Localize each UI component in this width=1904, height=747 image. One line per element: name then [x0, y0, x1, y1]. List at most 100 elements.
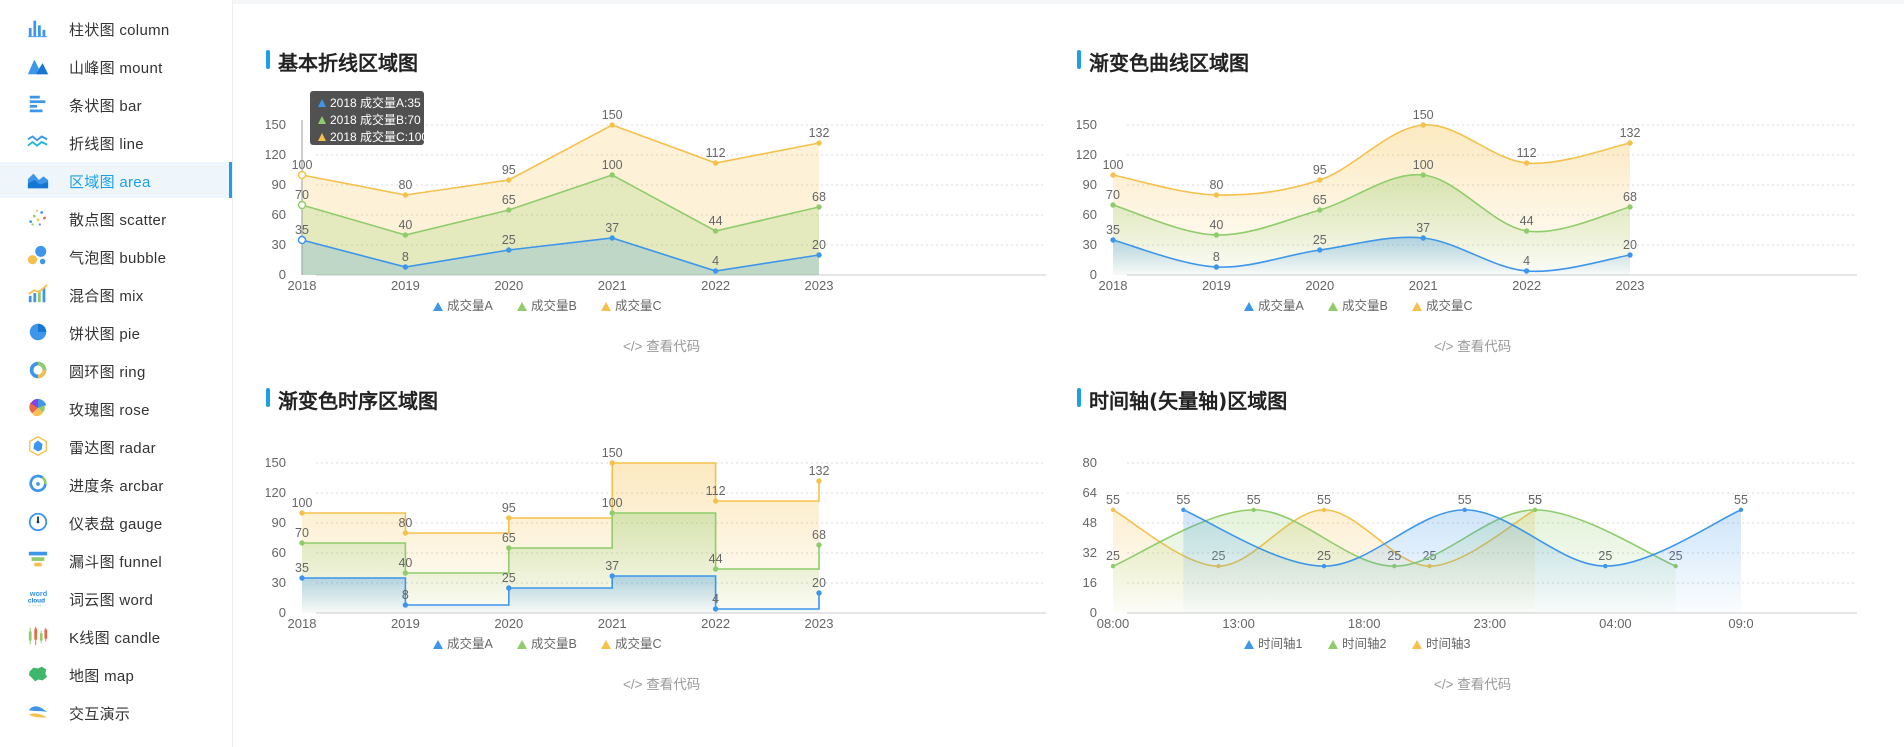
data-point[interactable] [1213, 232, 1220, 238]
data-point[interactable] [816, 252, 822, 258]
sidebar-item-map[interactable]: 地图 map [0, 656, 232, 692]
sidebar-item-area-chart[interactable]: 区域图 area [0, 162, 232, 198]
sidebar-item-radar-chart[interactable]: 雷达图 radar [0, 428, 232, 464]
data-point[interactable] [1110, 507, 1116, 513]
data-point[interactable] [402, 570, 409, 576]
data-point[interactable] [1523, 228, 1530, 234]
data-point[interactable] [1317, 207, 1323, 213]
legend-item[interactable]: 成交量A [433, 636, 494, 651]
chart-svg[interactable]: 0 30 60 90 120 150 2018 2019 2020 2021 2022 2023 100… [1077, 77, 1887, 337]
data-point[interactable] [712, 268, 719, 274]
sidebar-item-line-chart[interactable]: 折线图 line [0, 124, 232, 160]
sidebar-item-ring-chart[interactable]: 圆环图 ring [0, 352, 232, 388]
data-point[interactable] [1110, 202, 1116, 208]
data-point[interactable] [402, 530, 409, 536]
data-point[interactable] [1532, 507, 1538, 513]
data-point[interactable] [1523, 268, 1530, 274]
data-point[interactable] [816, 590, 822, 596]
data-point[interactable] [299, 510, 305, 516]
data-point[interactable] [712, 160, 719, 166]
data-point[interactable] [1213, 192, 1220, 198]
data-point[interactable] [506, 515, 512, 521]
data-point[interactable] [1420, 235, 1426, 241]
data-point[interactable] [1181, 507, 1186, 513]
data-point[interactable] [1317, 247, 1323, 253]
data-point[interactable] [816, 140, 822, 146]
data-point[interactable] [299, 575, 305, 581]
data-point[interactable] [816, 204, 822, 210]
sidebar-item-bubble-chart[interactable]: 气泡图 bubble [0, 238, 232, 274]
data-point[interactable] [712, 228, 719, 234]
data-point[interactable] [1110, 563, 1116, 569]
data-point[interactable] [1420, 172, 1426, 178]
sidebar-item-pie-chart[interactable]: 饼状图 pie [0, 314, 232, 350]
legend-item[interactable]: 成交量A [1244, 298, 1305, 313]
legend-item[interactable]: 成交量B [1328, 298, 1388, 313]
data-point[interactable] [1627, 252, 1633, 258]
sidebar-item-column-chart[interactable]: 柱状图 column [0, 10, 232, 46]
sidebar-item-funnel-chart[interactable]: 漏斗图 funnel [0, 542, 232, 578]
data-point[interactable] [1251, 507, 1256, 513]
data-point[interactable] [506, 585, 512, 591]
legend-item[interactable]: 成交量C [601, 636, 662, 651]
data-point[interactable] [299, 540, 305, 546]
sidebar-item-scatter-chart[interactable]: 散点图 scatter [0, 200, 232, 236]
data-point[interactable] [1321, 507, 1327, 513]
data-point[interactable] [816, 478, 822, 484]
sidebar-item-interaction-demo[interactable]: 交互演示 [0, 694, 232, 730]
chart-svg[interactable]: 0 30 60 90 120 150 2018 2019 2020 2021 2022 2023 100… [266, 77, 1076, 337]
data-point[interactable] [1627, 204, 1633, 210]
legend-item[interactable]: 成交量B [517, 298, 577, 313]
sidebar-item-candle-chart[interactable]: K线图 candle [0, 618, 232, 654]
sidebar-item-gauge-chart[interactable]: 仪表盘 gauge [0, 504, 232, 540]
data-point[interactable] [506, 247, 512, 253]
data-point[interactable] [712, 498, 719, 504]
data-point[interactable] [609, 510, 615, 516]
data-point[interactable] [402, 264, 409, 270]
data-point[interactable] [1110, 237, 1116, 243]
sidebar-item-mount-chart[interactable]: 山峰图 mount [0, 48, 232, 84]
data-point[interactable] [1110, 172, 1116, 178]
sidebar-item-rose-chart[interactable]: 玫瑰图 rose [0, 390, 232, 426]
data-point[interactable] [1738, 507, 1744, 513]
data-point[interactable] [402, 602, 409, 608]
sidebar-item-bar-chart[interactable]: 条状图 bar [0, 86, 232, 122]
sidebar-item-word-cloud[interactable]: word cloud + ++ ++ 词云图 word [0, 580, 232, 616]
data-point[interactable] [1213, 264, 1220, 270]
data-point[interactable] [609, 460, 615, 466]
sidebar-item-arcbar-chart[interactable]: 进度条 arcbar [0, 466, 232, 502]
data-point[interactable] [816, 542, 822, 548]
data-point[interactable] [506, 545, 512, 551]
data-point[interactable] [609, 122, 615, 128]
legend-item[interactable]: 成交量B [517, 636, 577, 651]
data-point[interactable] [1603, 563, 1608, 569]
chart-svg[interactable]: 0 30 60 90 120 150 2018 2019 2020 2021 2022 2023 100… [266, 415, 1076, 675]
view-code-link[interactable]: </> 查看代码 [1434, 677, 1512, 692]
data-point[interactable] [1420, 122, 1426, 128]
view-code-link[interactable]: </> 查看代码 [1434, 339, 1512, 354]
data-point[interactable] [1462, 507, 1467, 513]
legend-item[interactable]: 成交量C [1412, 298, 1473, 313]
legend-item[interactable]: 时间轴2 [1328, 636, 1387, 651]
view-code-link[interactable]: </> 查看代码 [623, 339, 701, 354]
chart-svg[interactable]: 0 16 32 48 64 80 08:00 13:00 18:00 23:00 04:00 09:0… [1077, 415, 1899, 675]
data-point[interactable] [402, 192, 409, 198]
legend-item[interactable]: 成交量C [601, 298, 662, 313]
data-point[interactable] [506, 207, 512, 213]
data-point[interactable] [1321, 563, 1327, 569]
data-point[interactable] [506, 177, 512, 183]
data-point[interactable] [712, 566, 719, 572]
data-point[interactable] [402, 232, 409, 238]
sidebar-item-mix-chart[interactable]: 混合图 mix [0, 276, 232, 312]
data-point[interactable] [609, 172, 615, 178]
data-point[interactable] [1317, 177, 1323, 183]
data-point[interactable] [1627, 140, 1633, 146]
legend-item[interactable]: 时间轴3 [1412, 636, 1471, 651]
data-point[interactable] [712, 606, 719, 612]
data-point[interactable] [1523, 160, 1530, 166]
legend-item[interactable]: 成交量A [433, 298, 494, 313]
data-point[interactable] [609, 573, 615, 579]
data-point[interactable] [609, 235, 615, 241]
view-code-link[interactable]: </> 查看代码 [623, 677, 701, 692]
legend-item[interactable]: 时间轴1 [1244, 636, 1303, 651]
